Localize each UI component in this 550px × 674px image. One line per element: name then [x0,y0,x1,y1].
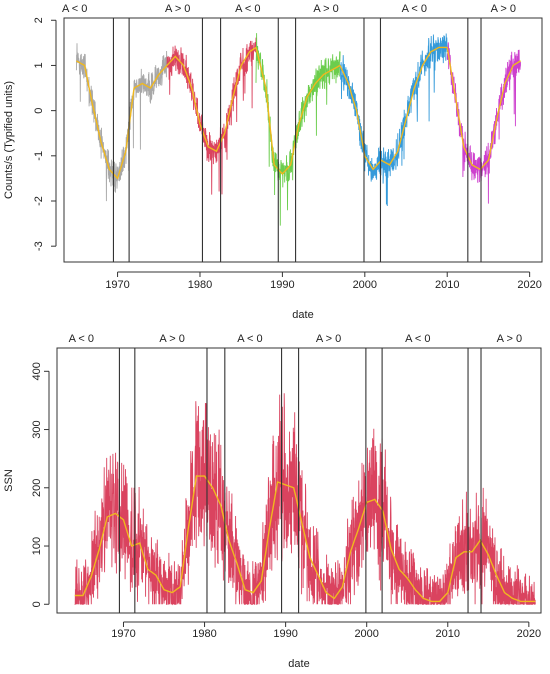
raw-line-3 [339,33,448,207]
polarity-label-0: A < 0 [69,333,94,345]
smoothed-curve-0 [76,60,168,180]
y-tick-label-0: -3 [33,241,45,251]
x-tick-label-4: 2010 [436,628,460,640]
polarity-label-0: A < 0 [62,3,87,15]
y-tick-label-4: 400 [31,362,43,380]
polarity-label-1: A > 0 [159,333,184,345]
polarity-label-4: A < 0 [405,333,430,345]
y-axis-label: SSN [3,469,15,492]
x-axis-label: date [288,658,309,670]
smoothed-curve-2 [255,47,341,175]
polarity-label-2: A < 0 [237,333,262,345]
polarity-label-1: A > 0 [165,3,190,15]
x-tick-label-5: 2020 [517,279,541,291]
x-tick-label-3: 2000 [354,628,378,640]
series-raw-0 [74,393,536,606]
polarity-label-4: A < 0 [402,3,427,15]
y-tick-label-1: -2 [33,196,45,206]
series-raw-1 [166,37,257,195]
x-tick-label-2: 1990 [273,628,297,640]
polarity-label-3: A > 0 [316,333,341,345]
y-axis-label: Counts/s (Typified units) [3,81,15,199]
x-tick-label-1: 1980 [188,279,212,291]
x-axis-label: date [292,309,313,321]
series-raw-4 [446,42,522,204]
smoothed-curve-0 [74,475,536,603]
series-raw-0 [75,43,168,202]
y-tick-label-4: 1 [33,62,45,68]
plot-frame [63,17,543,263]
x-tick-label-3: 2000 [353,279,377,291]
polarity-label-5: A > 0 [491,3,516,15]
x-tick-label-0: 1970 [105,279,129,291]
polarity-label-3: A > 0 [313,3,338,15]
polarity-label-5: A > 0 [497,333,522,345]
y-tick-label-2: 200 [31,479,43,497]
raw-line-1 [166,37,257,195]
y-tick-label-0: 0 [31,601,43,607]
x-tick-label-1: 1980 [192,628,216,640]
y-tick-label-2: -1 [33,151,45,161]
x-tick-label-2: 1990 [270,279,294,291]
y-tick-label-3: 0 [33,108,45,114]
y-tick-label-1: 100 [31,537,43,555]
smoothed-curve-4 [446,47,521,171]
cosmic-ray-panel: A < 0 A > 0 A < 0 A > 0 A < 0 A > 0 1970 1980 19… [3,3,543,321]
x-tick-label-0: 1970 [111,628,135,640]
sunspot-panel: A < 0 A > 0 A < 0 A > 0 A < 0 A > 0 1970 1980 19… [3,333,542,670]
series-raw-3 [339,33,448,207]
x-tick-label-4: 2010 [435,279,459,291]
y-tick-label-3: 300 [31,420,43,438]
x-tick-label-5: 2020 [517,628,541,640]
raw-line-0 [75,43,168,202]
y-tick-label-5: 2 [33,17,45,23]
smoothed-curve-3 [339,46,448,171]
smoothed-curve-1 [166,46,257,153]
raw-line-0 [74,393,536,606]
polarity-label-2: A < 0 [235,3,260,15]
raw-line-4 [446,42,522,204]
